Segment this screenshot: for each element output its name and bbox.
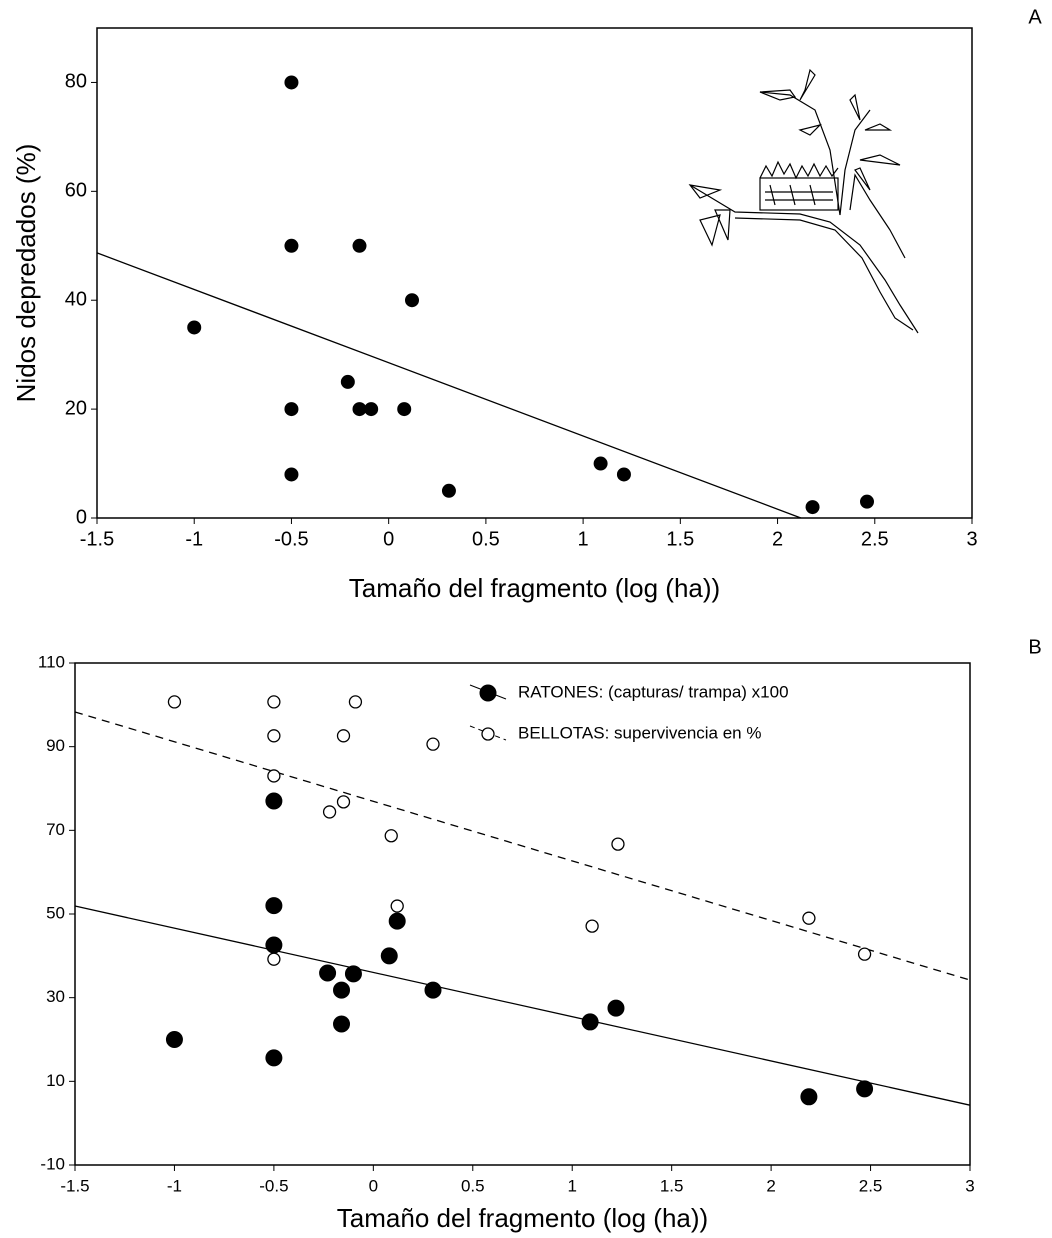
filled-point	[265, 897, 283, 915]
filled-point	[860, 494, 874, 509]
filled-point	[616, 467, 631, 482]
filled-point	[333, 1015, 351, 1033]
filled-point	[424, 981, 442, 999]
open-point	[267, 952, 281, 966]
open-point	[336, 795, 351, 809]
y-tick-label: 50	[46, 903, 65, 922]
filled-point	[800, 1088, 818, 1106]
panel-label: A	[1028, 6, 1042, 28]
x-tick-label: 0.5	[472, 528, 500, 550]
x-tick-label: 3	[966, 528, 977, 550]
trend-line	[74, 905, 971, 1106]
filled-point	[284, 238, 299, 253]
open-point	[802, 911, 816, 925]
filled-point	[187, 320, 202, 335]
plot-frame	[96, 27, 973, 519]
x-tick-label: 0	[369, 1176, 378, 1195]
y-tick-label: 30	[46, 987, 65, 1006]
filled-point	[593, 456, 608, 471]
open-point	[267, 729, 281, 743]
legend-marker	[479, 684, 497, 702]
y-tick-label: 40	[65, 289, 87, 311]
filled-point	[284, 75, 299, 90]
filled-point	[364, 402, 379, 417]
open-point	[322, 805, 337, 819]
open-point	[336, 729, 351, 743]
open-point	[585, 919, 599, 933]
y-tick-label: 20	[65, 397, 87, 419]
y-tick-label: 0	[76, 506, 87, 528]
y-tick-label: 90	[46, 736, 65, 755]
filled-point	[388, 912, 406, 930]
x-tick-label: 2	[772, 528, 783, 550]
x-tick-label: 0.5	[461, 1176, 485, 1195]
filled-point	[856, 1080, 874, 1098]
panel-label: B	[1028, 636, 1041, 658]
filled-point	[805, 500, 820, 515]
y-tick-label: -10	[40, 1154, 65, 1173]
filled-point	[607, 999, 625, 1017]
filled-point	[352, 402, 367, 417]
legend-label: RATONES: (capturas/ trampa) x100	[518, 682, 789, 701]
trend-line	[74, 711, 971, 981]
x-tick-label: 1	[578, 528, 589, 550]
legend-label: BELLOTAS: supervivencia en %	[518, 723, 761, 742]
x-tick-label: -0.5	[274, 528, 308, 550]
filled-point	[333, 981, 351, 999]
y-axis-label: Nidos depredados (%)	[11, 144, 41, 403]
y-tick-label: 60	[65, 180, 87, 202]
filled-point	[441, 483, 456, 498]
filled-point	[405, 293, 419, 308]
y-tick-label: 110	[38, 652, 65, 671]
x-axis-label: Tamaño del fragmento (log (ha))	[349, 573, 720, 603]
filled-point	[284, 467, 299, 482]
filled-point	[265, 1049, 283, 1067]
filled-point	[265, 792, 283, 810]
x-tick-label: 3	[965, 1176, 974, 1195]
x-axis-label: Tamaño del fragmento (log (ha))	[337, 1203, 708, 1233]
x-tick-label: -1.5	[60, 1176, 89, 1195]
open-point	[167, 695, 182, 709]
x-tick-label: -1	[185, 528, 203, 550]
filled-point	[340, 374, 355, 389]
open-point	[267, 695, 281, 709]
filled-point	[165, 1031, 183, 1048]
filled-point	[344, 965, 362, 983]
open-point	[390, 899, 404, 913]
filled-point	[265, 936, 283, 954]
open-point	[384, 829, 398, 843]
x-tick-label: 1.5	[666, 528, 694, 550]
filled-point	[380, 947, 398, 965]
x-tick-label: 1.5	[660, 1176, 684, 1195]
open-point	[348, 695, 363, 709]
open-point	[267, 769, 281, 783]
x-tick-label: 2.5	[861, 528, 889, 550]
filled-point	[581, 1013, 599, 1031]
x-tick-label: 1	[567, 1176, 576, 1195]
open-point	[611, 837, 625, 851]
legend-marker	[481, 727, 495, 741]
trend-line	[96, 252, 802, 519]
filled-point	[352, 238, 367, 253]
y-tick-label: 80	[65, 71, 87, 93]
x-tick-label: 0	[383, 528, 394, 550]
open-point	[426, 737, 440, 751]
x-tick-label: 2	[766, 1176, 775, 1195]
x-tick-label: -0.5	[259, 1176, 288, 1195]
y-tick-label: 70	[46, 820, 65, 839]
x-tick-label: -1	[167, 1176, 182, 1195]
x-tick-label: -1.5	[80, 528, 114, 550]
y-tick-label: 10	[46, 1071, 65, 1090]
filled-point	[284, 402, 299, 417]
open-point	[857, 947, 872, 961]
filled-point	[397, 402, 412, 417]
filled-point	[319, 964, 337, 982]
x-tick-label: 2.5	[859, 1176, 883, 1195]
nest-illustration	[688, 68, 919, 334]
